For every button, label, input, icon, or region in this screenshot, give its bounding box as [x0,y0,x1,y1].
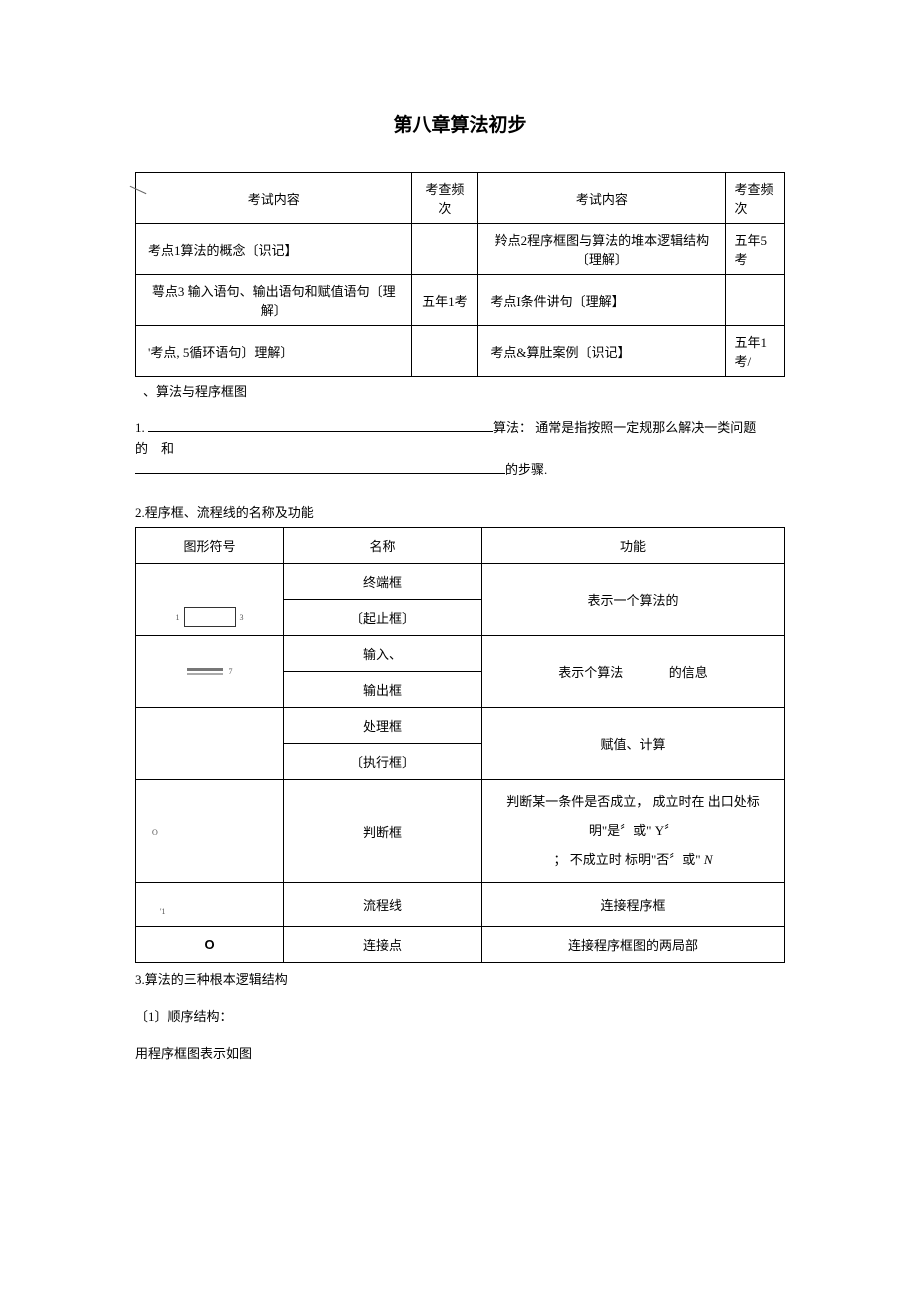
cell [412,326,478,377]
symbol-decision: O [136,780,284,883]
header-col4: 考查频次 [726,173,785,224]
name-cell: 〔执行框〕 [284,744,482,780]
section-3-item1: 〔1〕顺序结构： [135,1006,785,1025]
text: 的步骤. [505,462,547,477]
name-cell: 判断框 [284,780,482,883]
text: 表示个算法 [558,665,623,680]
name-cell: 流程线 [284,883,482,927]
symbol-flowline: '1 [136,883,284,927]
section-2-label: 2.程序框、流程线的名称及功能 [135,502,785,521]
cell: 萼点3 输入语句、输出语句和赋值语句〔理解〕 [136,275,412,326]
name-cell: 〔起止框〕 [284,600,482,636]
header-col2: 考查频次 [412,173,478,224]
table-row: O 连接点 连接程序框图的两局部 [136,927,785,963]
exam-topics-table: 考试内容 考查频次 考试内容 考查频次 考点1算法的概念〔识记】 羚点2程序框图… [135,172,785,377]
blank-line [135,473,505,474]
symbol-process [136,708,284,780]
cell: 考点1算法的概念〔识记】 [136,224,412,275]
text: 判断某一条件是否成立， 成立时在 出口处标明"是〞或" Y〞 [506,794,760,838]
cell: '考点, 5循环语句〕理解〕 [136,326,412,377]
table-row: 萼点3 输入语句、输出语句和赋值语句〔理解〕 五年1考 考点I条件讲句〔理解】 [136,275,785,326]
terminal-box-icon [184,607,236,627]
cell: 五年1考/ [726,326,785,377]
text: ； 不成立时 标明"否〞或" [553,852,700,867]
cell: 羚点2程序框图与算法的堆本逻辑结构〔理解〕 [478,224,726,275]
section-3-label: 3.算法的三种根本逻辑结构 [135,969,785,988]
cell [726,275,785,326]
io-line-icon [187,668,223,671]
flowchart-symbols-table: 图形符号 名称 功能 1 3 终端框 表示一个算法的 〔起止框〕 7 输入 [135,527,785,963]
table-row: 处理框 赋值、计算 [136,708,785,744]
prefix: 1. [135,420,148,435]
cell: 五年5考 [726,224,785,275]
symbol-terminal: 1 3 [136,564,284,636]
func-cell: 判断某一条件是否成立， 成立时在 出口处标明"是〞或" Y〞 ； 不成立时 标明… [482,780,785,883]
header-name: 名称 [284,528,482,564]
mark-right: 7 [229,667,233,676]
header-col3: 考试内容 [478,173,726,224]
page-title: 第八章算法初步 [135,110,785,137]
mark-left: '1 [160,907,165,916]
name-cell: 输入、 [284,636,482,672]
func-cell: 赋值、计算 [482,708,785,780]
subheading-algorithm-flowchart: 、算法与程序框图 [143,381,785,400]
cell: 五年1考 [412,275,478,326]
name-cell: 处理框 [284,708,482,744]
name-cell: 连接点 [284,927,482,963]
func-cell: 表示一个算法的 [482,564,785,636]
header-symbol: 图形符号 [136,528,284,564]
header-col1: 考试内容 [136,173,412,224]
table-row: '1 流程线 连接程序框 [136,883,785,927]
name-cell: 输出框 [284,672,482,708]
table-header-row: 考试内容 考查频次 考试内容 考查频次 [136,173,785,224]
mark-right: 3 [240,613,244,622]
cell [412,224,478,275]
cell: 考点&算肚案例〔识记】 [478,326,726,377]
symbol-io: 7 [136,636,284,708]
io-line-icon [187,673,223,675]
name-cell: 终端框 [284,564,482,600]
text: 的信息 [669,665,708,680]
text-n: N [704,852,713,867]
symbol-connector: O [136,927,284,963]
cell: 考点I条件讲句〔理解】 [478,275,726,326]
table-header-row: 图形符号 名称 功能 [136,528,785,564]
mark-left: O [152,828,158,837]
func-cell: 连接程序框 [482,883,785,927]
table-row: O 判断框 判断某一条件是否成立， 成立时在 出口处标明"是〞或" Y〞 ； 不… [136,780,785,883]
mark-left: 1 [176,613,180,622]
table-row: 考点1算法的概念〔识记】 羚点2程序框图与算法的堆本逻辑结构〔理解〕 五年5考 [136,224,785,275]
paragraph-1: 1. 算法： 通常是指按照一定规那么解决一类问题的 和 的步骤. [135,418,785,480]
section-3-item2: 用程序框图表示如图 [135,1043,785,1062]
text: 和 [161,441,174,456]
table-row: 7 输入、 表示个算法 的信息 [136,636,785,672]
func-cell: 连接程序框图的两局部 [482,927,785,963]
header-function: 功能 [482,528,785,564]
table-row: '考点, 5循环语句〕理解〕 考点&算肚案例〔识记】 五年1考/ [136,326,785,377]
func-cell: 表示个算法 的信息 [482,636,785,708]
table-row: 1 3 终端框 表示一个算法的 [136,564,785,600]
blank-line [148,431,493,432]
text: 算法： 通常是指按照一定规那么解决一类问题的 [135,420,756,456]
